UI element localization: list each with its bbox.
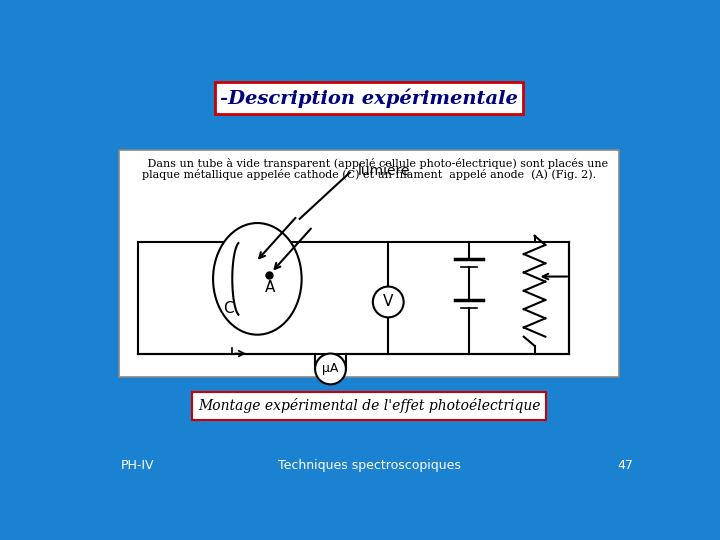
Text: -Description expérimentale: -Description expérimentale [220,89,518,109]
Text: C: C [222,301,233,315]
Text: Montage expérimental de l'effet photoélectrique: Montage expérimental de l'effet photoéle… [198,399,540,414]
Text: plaque métallique appelée cathode (C) et un filament  appelé anode  (A) (Fig. 2): plaque métallique appelée cathode (C) et… [142,168,596,180]
Text: Techniques spectroscopiques: Techniques spectroscopiques [278,458,460,472]
FancyBboxPatch shape [119,150,619,377]
Text: 47: 47 [617,458,633,472]
Text: Dans un tube à vide transparent (appelé cellule photo-électrique) sont placés un: Dans un tube à vide transparent (appelé … [130,158,608,169]
Text: lumière: lumière [357,164,410,178]
FancyBboxPatch shape [192,392,546,420]
Text: PH-IV: PH-IV [121,458,155,472]
Text: V: V [383,294,393,309]
Circle shape [315,354,346,384]
Text: μA: μA [323,362,338,375]
FancyBboxPatch shape [215,82,523,114]
Ellipse shape [213,223,302,335]
Circle shape [373,287,404,318]
Text: A: A [265,280,276,295]
